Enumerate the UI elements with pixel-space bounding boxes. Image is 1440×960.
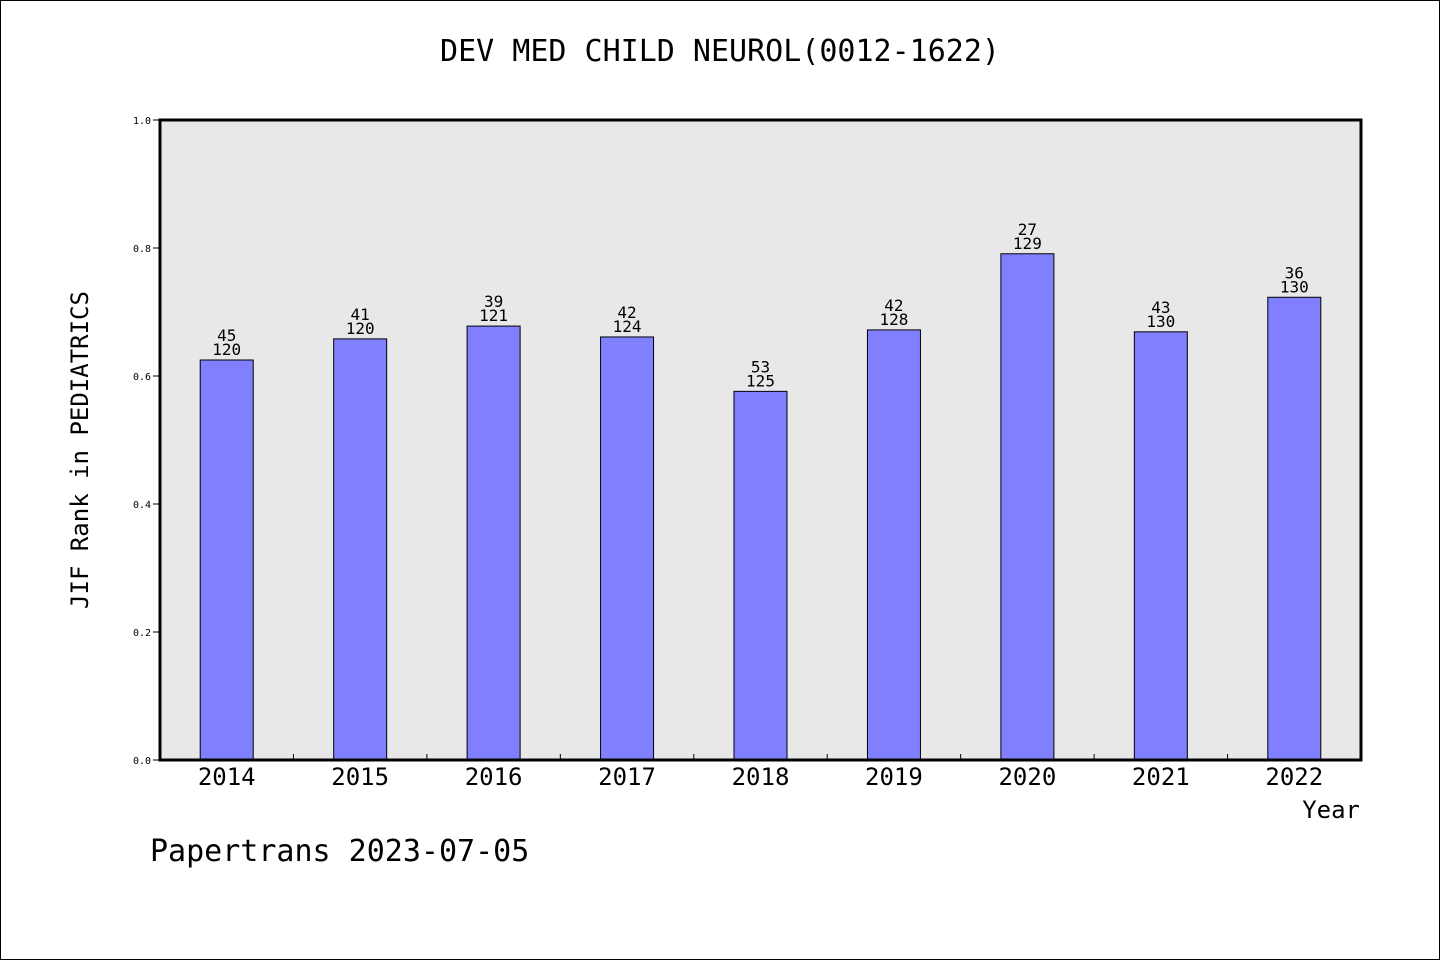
x-tick-label: 2017 bbox=[598, 763, 656, 791]
bar-2019 bbox=[866, 329, 921, 761]
bar-total-label: 125 bbox=[746, 371, 775, 390]
bar-total-label: 121 bbox=[479, 306, 508, 325]
bar-2016 bbox=[466, 325, 521, 761]
bar-rank-label: 42 bbox=[884, 296, 903, 315]
x-tick-label: 2020 bbox=[998, 763, 1056, 791]
x-tick-label: 2019 bbox=[865, 763, 923, 791]
bar-rank-label: 41 bbox=[351, 305, 370, 324]
bar-rank-label: 39 bbox=[484, 292, 503, 311]
bar-2014 bbox=[199, 359, 254, 761]
bar-rank-label: 53 bbox=[751, 357, 770, 376]
x-tick-label: 2014 bbox=[198, 763, 256, 791]
bar-total-label: 129 bbox=[1013, 234, 1042, 253]
bar-2022 bbox=[1267, 296, 1322, 761]
bar-rank-label: 43 bbox=[1151, 298, 1170, 317]
y-tick-label: 0.6 bbox=[133, 372, 151, 383]
y-axis: 0.0 0.2 0.4 0.6 0.8 1.0 bbox=[133, 116, 160, 767]
bar-total-label: 124 bbox=[613, 317, 642, 336]
x-tick-label: 2021 bbox=[1132, 763, 1190, 791]
x-axis-label: Year bbox=[1302, 796, 1360, 824]
chart-title: DEV MED CHILD NEUROL(0012-1622) bbox=[440, 34, 1000, 69]
y-tick-label: 0.0 bbox=[133, 756, 151, 767]
bar-rank-label: 45 bbox=[217, 326, 236, 345]
plot-border bbox=[158, 118, 1363, 762]
y-tick-label: 1.0 bbox=[133, 116, 151, 127]
x-tick-label: 2016 bbox=[465, 763, 523, 791]
bar-rank-label: 36 bbox=[1285, 263, 1304, 282]
y-tick-label: 0.2 bbox=[133, 628, 151, 639]
bar-2020 bbox=[1000, 253, 1055, 761]
y-tick-label: 0.8 bbox=[133, 244, 151, 255]
bar-rank-label: 42 bbox=[617, 303, 636, 322]
x-tick-label: 2018 bbox=[732, 763, 790, 791]
bars bbox=[199, 253, 1322, 761]
y-tick-label: 0.4 bbox=[133, 500, 151, 511]
y-axis-label: JIF Rank in PEDIATRICS bbox=[66, 291, 94, 609]
bar-total-label: 130 bbox=[1280, 277, 1309, 296]
bar-2015 bbox=[333, 338, 388, 761]
bar-2018 bbox=[733, 390, 788, 761]
x-tick-label: 2015 bbox=[331, 763, 389, 791]
bar-total-label: 130 bbox=[1146, 312, 1175, 331]
x-axis: 2014 2015 2016 2017 2018 2019 2020 2021 2022 bbox=[198, 754, 1323, 791]
bar-total-label: 128 bbox=[879, 310, 908, 329]
bar-2017 bbox=[600, 336, 655, 761]
bar-total-label: 120 bbox=[346, 319, 375, 338]
bar-2021 bbox=[1133, 331, 1188, 761]
watermark: Papertrans 2023-07-05 bbox=[150, 834, 530, 869]
bar-rank-label: 27 bbox=[1018, 220, 1037, 239]
bar-total-label: 120 bbox=[212, 340, 241, 359]
x-tick-label: 2022 bbox=[1265, 763, 1323, 791]
